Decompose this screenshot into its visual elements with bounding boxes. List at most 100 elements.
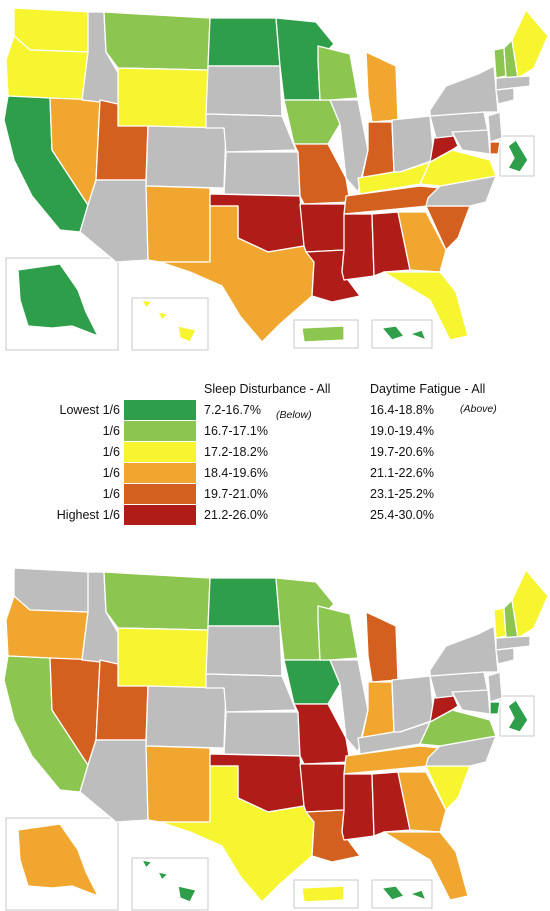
legend-row: 1/6 17.2-18.2% 19.7-20.6% (0, 442, 550, 462)
state-ak (17, 263, 99, 337)
state-pr (301, 885, 345, 903)
state-co (145, 125, 227, 189)
state-sd (205, 625, 283, 677)
state-mt (103, 571, 211, 631)
state-ar (299, 763, 349, 813)
legend-row: 1/6 18.4-19.6% 21.1-22.6% (0, 463, 550, 483)
legend-sleep-range: 21.2-26.0% (204, 508, 268, 522)
state-ct (495, 87, 515, 105)
state-il (329, 99, 369, 193)
legend-note-fatigue: (Above) (460, 403, 497, 415)
state-wy (117, 67, 209, 129)
state-ma (495, 635, 531, 651)
legend-row: Lowest 1/6 7.2-16.7% 16.4-18.8% (0, 400, 550, 420)
state-ga (397, 211, 447, 273)
state-me (511, 9, 549, 79)
state-dc (507, 139, 529, 173)
legend: Sleep Disturbance - All Daytime Fatigue … (0, 375, 550, 535)
legend-row-label: 1/6 (102, 445, 120, 459)
state-wi (317, 45, 359, 101)
state-mo (293, 143, 351, 205)
legend-sleep-range: 19.7-21.0% (204, 487, 268, 501)
state-hi (141, 299, 197, 343)
state-tx (159, 205, 315, 343)
state-pr (301, 325, 345, 343)
legend-row: 1/6 19.7-21.0% 23.1-25.2% (0, 484, 550, 504)
sleep-disturbance-map-svg (3, 7, 549, 351)
state-me (511, 569, 549, 639)
state-wv (429, 131, 459, 163)
legend-row-label: 1/6 (102, 466, 120, 480)
state-hi (141, 859, 197, 903)
state-fl (383, 271, 469, 341)
state-nd (207, 17, 281, 67)
daytime-fatigue-map (0, 560, 550, 911)
legend-row: 1/6 16.7-17.1% 19.0-19.4% (0, 421, 550, 441)
legend-fatigue-range: 16.4-18.8% (370, 403, 434, 417)
state-fl (383, 831, 469, 901)
legend-swatch (124, 463, 196, 483)
legend-swatch (124, 442, 196, 462)
state-md (451, 689, 491, 715)
state-tx (159, 765, 315, 903)
state-dc (507, 699, 529, 733)
legend-note-sleep: (Below) (276, 409, 312, 421)
state-wi (317, 605, 359, 661)
state-mi (365, 611, 399, 683)
legend-swatch (124, 421, 196, 441)
state-co (145, 685, 227, 749)
legend-row-label: Highest 1/6 (56, 508, 120, 522)
sleep-disturbance-map (0, 0, 550, 355)
state-sd (205, 65, 283, 117)
state-nd (207, 577, 281, 627)
state-al (371, 771, 411, 837)
legend-header-fatigue: Daytime Fatigue - All (370, 382, 486, 396)
state-al (371, 211, 411, 277)
state-ia (283, 659, 341, 705)
state-ga (397, 771, 447, 833)
state-nj (487, 111, 503, 143)
legend-row-label: Lowest 1/6 (59, 403, 120, 417)
state-ks (223, 711, 301, 757)
legend-row-label: 1/6 (102, 487, 120, 501)
state-de (489, 141, 501, 155)
state-de (489, 701, 501, 715)
state-ms (341, 213, 375, 281)
state-mi (365, 51, 399, 123)
legend-swatch (124, 400, 196, 420)
legend-header-sleep: Sleep Disturbance - All (204, 382, 331, 396)
legend-fatigue-range: 21.1-22.6% (370, 466, 434, 480)
state-ks (223, 151, 301, 197)
state-ny (429, 65, 499, 117)
state-ak (17, 823, 99, 897)
legend-swatch (124, 484, 196, 504)
legend-fatigue-range: 19.7-20.6% (370, 445, 434, 459)
legend-sleep-range: 18.4-19.6% (204, 466, 268, 480)
hawaii-inset (131, 857, 209, 911)
state-ct (495, 647, 515, 665)
state-wy (117, 627, 209, 689)
state-md (451, 129, 491, 155)
hawaii-inset (131, 297, 209, 351)
legend-sleep-range: 16.7-17.1% (204, 424, 268, 438)
state-nj (487, 671, 503, 703)
legend-row-label: 1/6 (102, 424, 120, 438)
states-group (3, 567, 549, 903)
state-ia (283, 99, 341, 145)
state-mt (103, 11, 211, 71)
legend-fatigue-range: 19.0-19.4% (370, 424, 434, 438)
state-ar (299, 203, 349, 253)
state-nm (145, 185, 211, 263)
state-vi (381, 325, 427, 341)
state-ny (429, 625, 499, 677)
state-il (329, 659, 369, 753)
state-vi (381, 885, 427, 901)
state-ma (495, 75, 531, 91)
legend-sleep-range: 7.2-16.7% (204, 403, 261, 417)
state-ms (341, 773, 375, 841)
legend-fatigue-range: 23.1-25.2% (370, 487, 434, 501)
state-nm (145, 745, 211, 823)
daytime-fatigue-map-svg (3, 567, 549, 911)
legend-swatch (124, 505, 196, 525)
legend-row: Highest 1/6 21.2-26.0% 25.4-30.0% (0, 505, 550, 525)
